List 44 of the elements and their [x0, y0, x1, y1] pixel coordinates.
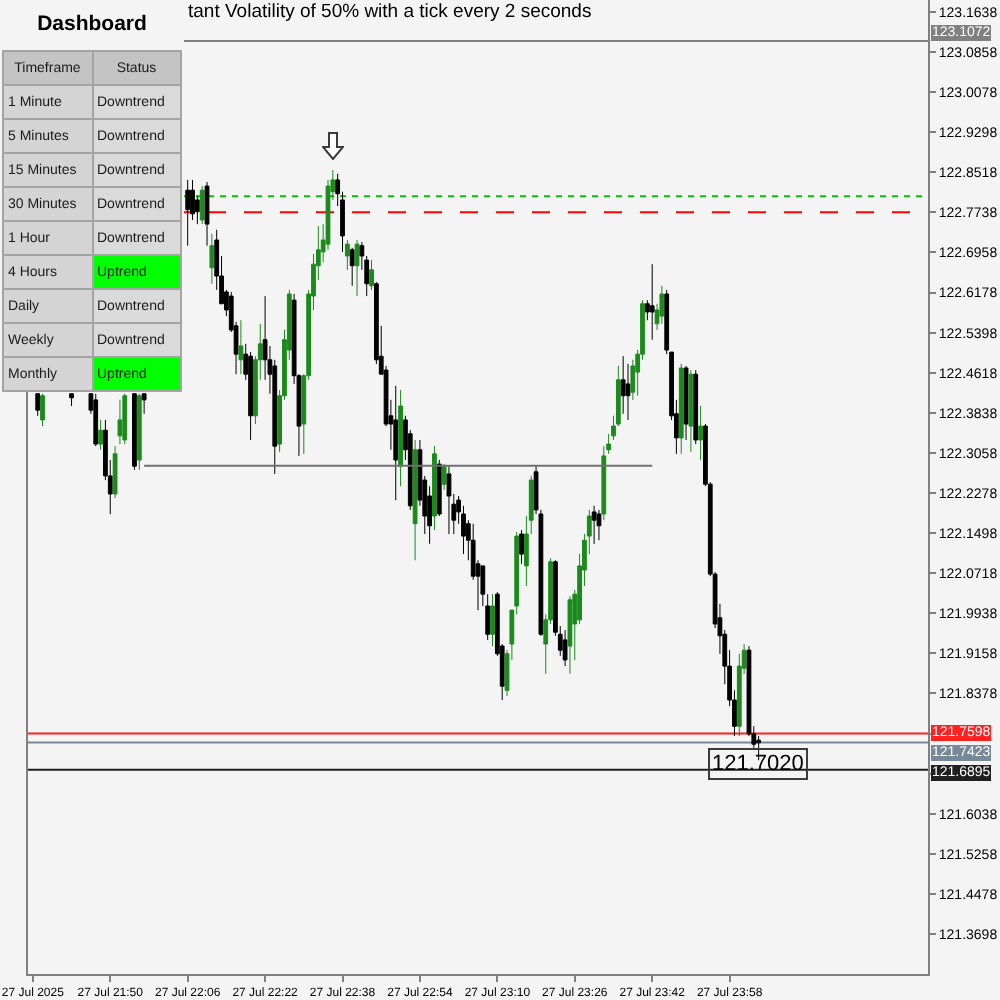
- candlestick: [209, 233, 215, 285]
- candlestick: [620, 355, 626, 415]
- candlestick: [248, 351, 253, 441]
- candlestick: [93, 393, 99, 447]
- candlestick: [398, 389, 403, 487]
- candlestick: [204, 181, 210, 247]
- candlestick: [112, 445, 118, 499]
- candlestick: [659, 285, 665, 325]
- candlestick: [136, 393, 142, 471]
- candlestick: [649, 263, 655, 341]
- candlestick: [69, 393, 74, 407]
- candlestick: [683, 365, 689, 441]
- candlestick: [393, 385, 399, 501]
- candlestick: [98, 419, 103, 451]
- candlestick: [412, 439, 418, 561]
- candlestick: [349, 247, 355, 287]
- candlestick: [185, 179, 191, 247]
- candlestick: [344, 239, 350, 271]
- candlestick: [441, 463, 447, 491]
- candlestick: [117, 399, 123, 445]
- candlestick: [446, 465, 452, 535]
- candlestick: [698, 405, 703, 461]
- candlestick: [688, 369, 694, 453]
- candlestick: [432, 445, 437, 531]
- candlestick: [519, 529, 524, 565]
- candlestick: [436, 459, 442, 517]
- candlestick: [591, 505, 597, 545]
- candlestick: [141, 393, 147, 415]
- candlestick: [369, 259, 374, 291]
- candlestick: [490, 593, 495, 647]
- candlestick: [40, 393, 45, 427]
- candlestick: [678, 363, 684, 455]
- candlestick: [122, 393, 128, 445]
- chart-title: tant Volatility of 50% with a tick every 2 seconds: [188, 1, 592, 24]
- candlestick: [35, 393, 41, 417]
- text: Dashboard: [35, 10, 149, 40]
- candlestick: [132, 393, 137, 471]
- candlestick: [693, 369, 699, 445]
- candlestick: [354, 239, 360, 297]
- candlestick: [562, 629, 568, 667]
- candlestick: [567, 595, 573, 675]
- candlestick: [238, 319, 244, 375]
- candlestick: [596, 509, 602, 541]
- candlestick: [625, 363, 631, 421]
